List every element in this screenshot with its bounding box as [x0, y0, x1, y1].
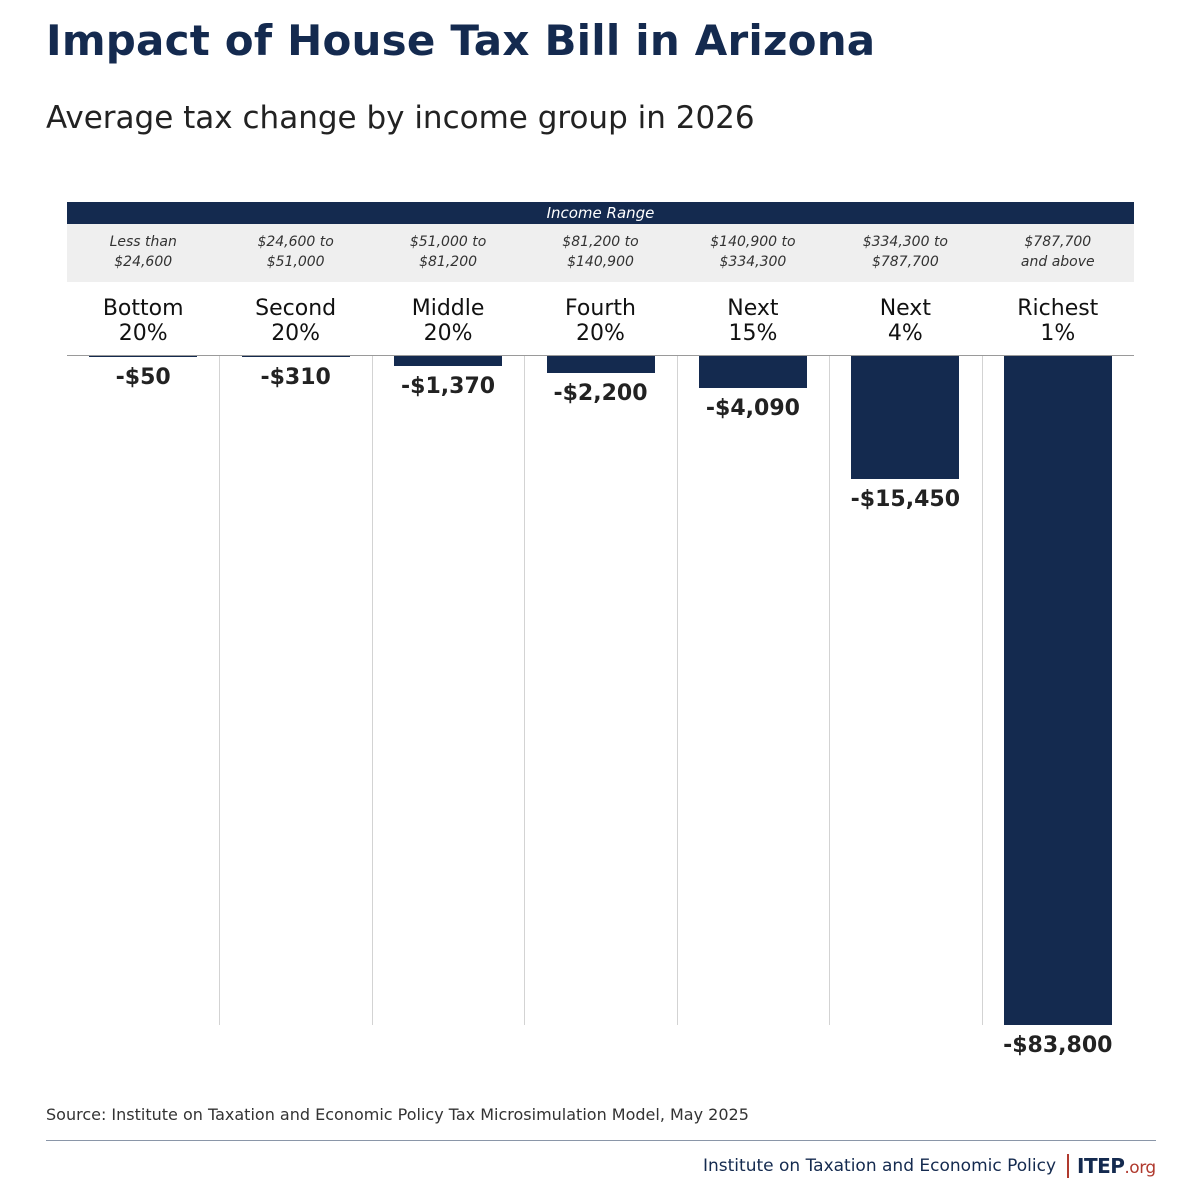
column-divider	[372, 355, 373, 1025]
income-range-1: Less than $24,600	[109, 234, 177, 270]
bar-value-label-7: -$83,800	[1003, 1033, 1113, 1058]
income-range-7: $787,700 and above	[1020, 234, 1095, 270]
column-divider	[982, 355, 983, 1025]
income-range-2: $24,600 to $51,000	[257, 234, 334, 270]
column-divider	[524, 355, 525, 1025]
footer-organization: Institute on Taxation and Economic Polic…	[703, 1156, 1056, 1176]
income-range-6: $334,300 to $787,700	[862, 234, 948, 270]
category-label-6: Next 4%	[879, 296, 931, 346]
category-label-7: Richest 1%	[1017, 296, 1099, 346]
bar-value-label-2: -$310	[260, 365, 331, 391]
category-label-3: Middle 20%	[411, 296, 485, 346]
itep-logo: ITEP.org	[1077, 1154, 1156, 1178]
bar-3	[394, 355, 503, 366]
logo-suffix: .org	[1124, 1158, 1156, 1178]
chart-title: Impact of House Tax Bill in Arizona	[46, 16, 876, 65]
category-label-2: Second 20%	[255, 296, 337, 346]
category-label-4: Fourth 20%	[565, 296, 636, 346]
bar-value-label-1: -$50	[115, 364, 171, 390]
source-note: Source: Institute on Taxation and Econom…	[46, 1105, 749, 1124]
bar-5	[698, 355, 807, 388]
income-range-4: $81,200 to $140,900	[562, 234, 639, 270]
bar-4	[546, 355, 655, 373]
bar-value-label-5: -$4,090	[705, 395, 800, 421]
column-divider	[829, 355, 830, 1025]
category-label-5: Next 15%	[727, 296, 779, 346]
category-label-1: Bottom 20%	[102, 296, 184, 346]
income-range-header: Income Range	[67, 202, 1134, 224]
footer-divider	[46, 1140, 1156, 1141]
column-divider	[677, 355, 678, 1025]
column-divider	[219, 355, 220, 1025]
income-range-band	[67, 224, 1134, 282]
footer-separator	[1067, 1154, 1069, 1178]
bar-value-label-6: -$15,450	[850, 486, 961, 512]
bar-7	[1003, 355, 1112, 1025]
bar-2	[241, 355, 350, 358]
bar-6	[851, 355, 960, 479]
zero-baseline	[67, 355, 1134, 356]
income-range-5: $140,900 to $334,300	[710, 234, 796, 270]
bar-value-label-3: -$1,370	[401, 373, 496, 399]
bar-value-label-4: -$2,200	[553, 380, 648, 406]
income-range-3: $51,000 to $81,200	[409, 234, 487, 270]
chart-subtitle: Average tax change by income group in 20…	[46, 100, 755, 136]
logo-main: ITEP	[1077, 1154, 1125, 1178]
